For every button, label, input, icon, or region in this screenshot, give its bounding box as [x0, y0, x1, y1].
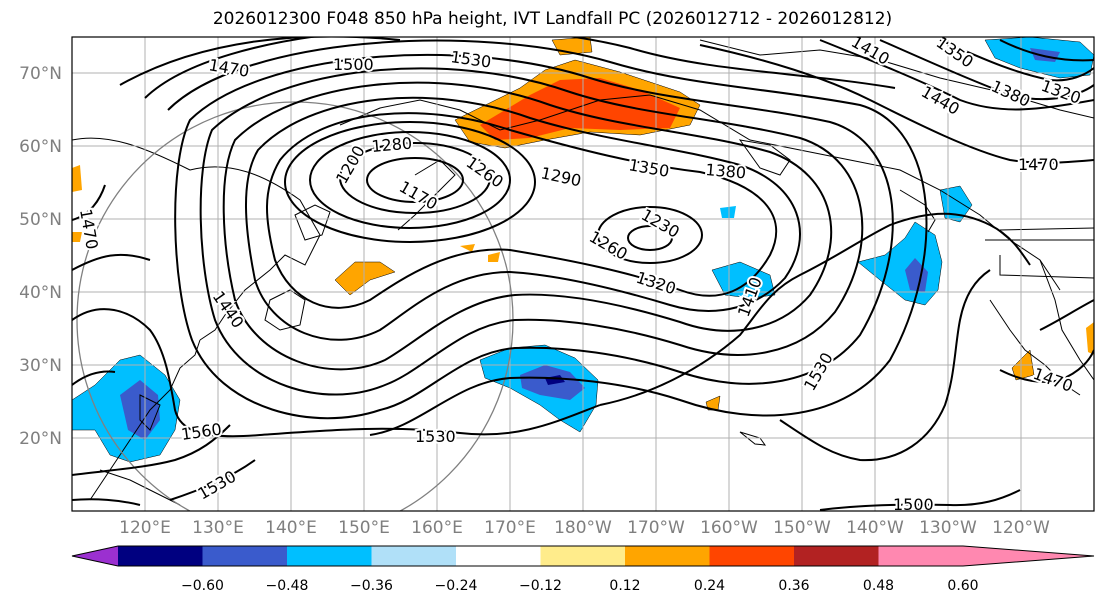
colorbar-extend-high	[963, 546, 1094, 566]
colorbar-segment	[287, 546, 372, 566]
colorbar-segment	[878, 546, 963, 566]
lon-label: 150°W	[773, 518, 831, 538]
colorbar-segment	[540, 546, 625, 566]
contour-label: 1500	[333, 55, 374, 74]
longitude-labels: 120°E 130°E 140°E 150°E 160°E 170°E 180°…	[119, 518, 1050, 538]
colorbar-tick: 0.48	[863, 578, 894, 594]
lon-label: 170°W	[627, 518, 685, 538]
latitude-labels: 70°N 60°N 50°N 40°N 30°N 20°N	[19, 64, 62, 449]
ivt-region-small-orange-1	[460, 244, 475, 252]
lon-label: 150°E	[338, 518, 390, 538]
lon-label: 130°W	[919, 518, 977, 538]
map-frame	[71, 36, 1095, 512]
contour-label: 1500	[893, 495, 934, 514]
contour-label: 1280	[371, 134, 413, 156]
contour-label: 1380	[705, 160, 747, 182]
ivt-region-west-orange	[72, 165, 82, 192]
colorbar-segment	[794, 546, 879, 566]
lat-label: 20°N	[19, 429, 62, 449]
map-title: 2026012300 F048 850 hPa height, IVT Land…	[212, 9, 893, 29]
height-contours	[72, 37, 1094, 511]
ivt-region-small-orange-2	[488, 252, 500, 262]
lat-label: 40°N	[19, 283, 62, 303]
colorbar-tick: −0.36	[350, 578, 393, 594]
contour-label: 1470	[1018, 155, 1059, 174]
ivt-region-mexico-orange-2	[1086, 322, 1094, 355]
colorbar-tick: 0.24	[694, 578, 725, 594]
colorbar-segment	[118, 546, 203, 566]
lat-label: 60°N	[19, 137, 62, 157]
lat-label: 50°N	[19, 210, 62, 230]
colorbar-tick: −0.12	[519, 578, 562, 594]
colorbar: −0.60 −0.48 −0.36 −0.24 −0.12 0.12 0.24 …	[71, 545, 1095, 594]
contour-label: 1530	[415, 427, 456, 446]
colorbar-tick: 0.36	[778, 578, 809, 594]
lon-label: 120°W	[992, 518, 1050, 538]
colorbar-segment	[456, 546, 541, 566]
ivt-region-west-orange-2	[72, 232, 82, 242]
colorbar-tick: −0.24	[435, 578, 478, 594]
colorbar-segment	[625, 546, 710, 566]
colorbar-tick: 0.12	[609, 578, 640, 594]
lat-label: 70°N	[19, 64, 62, 84]
lon-label: 180°W	[554, 518, 612, 538]
lon-label: 130°E	[192, 518, 244, 538]
colorbar-outline	[71, 545, 1095, 567]
lon-label: 140°W	[846, 518, 904, 538]
lon-label: 120°E	[119, 518, 171, 538]
colorbar-segment	[202, 546, 287, 566]
colorbar-tick: −0.60	[181, 578, 224, 594]
lon-label: 170°E	[484, 518, 536, 538]
colorbar-segment	[709, 546, 794, 566]
colorbar-extend-low	[72, 546, 118, 566]
lon-label: 140°E	[265, 518, 317, 538]
ivt-region-small-blue	[720, 206, 736, 218]
lon-label: 160°E	[411, 518, 463, 538]
ivt-region-kurils-orange	[334, 261, 396, 296]
colorbar-tick: 0.60	[947, 578, 978, 594]
lat-label: 30°N	[19, 356, 62, 376]
colorbar-tick: −0.48	[266, 578, 309, 594]
colorbar-segment	[371, 546, 456, 566]
lon-label: 160°W	[700, 518, 758, 538]
